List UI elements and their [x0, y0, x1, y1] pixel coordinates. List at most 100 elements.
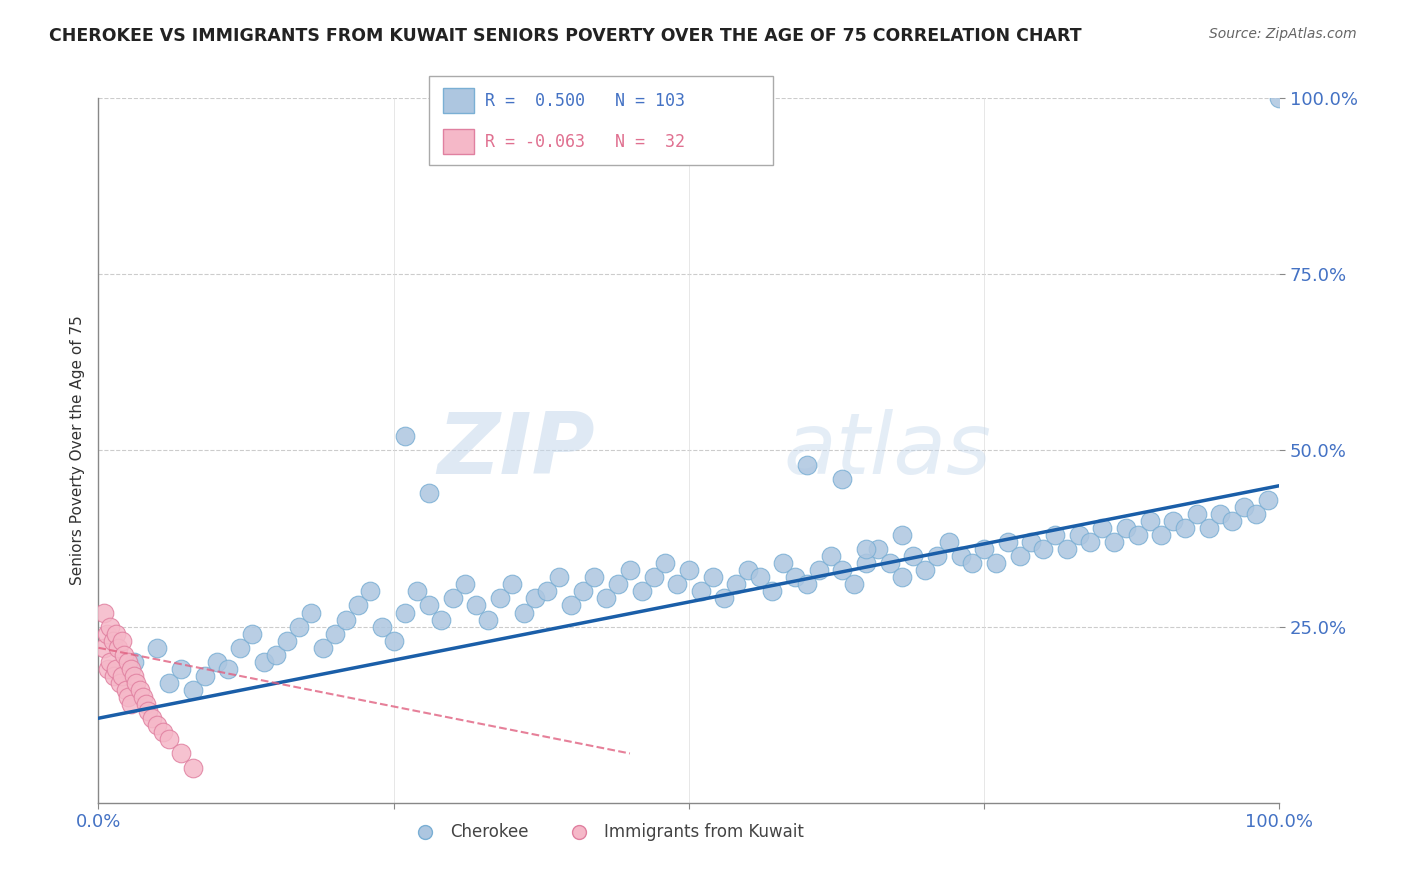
Point [1008, 549, 1031, 564]
Point [97, 662, 120, 676]
Y-axis label: Seniors Poverty Over the Age of 75: Seniors Poverty Over the Age of 75 [69, 316, 84, 585]
Point [122, 669, 145, 683]
Point [1091, 521, 1114, 535]
Point [98, 619, 121, 633]
Point [925, 549, 948, 564]
Point [117, 690, 139, 705]
Point [583, 570, 606, 584]
Point [107, 640, 129, 655]
Point [359, 584, 381, 599]
Point [1244, 507, 1267, 521]
Point [103, 669, 125, 683]
Point [121, 662, 143, 676]
Legend: Cherokee, Immigrants from Kuwait: Cherokee, Immigrants from Kuwait [402, 816, 810, 847]
Point [949, 549, 972, 564]
Text: CHEROKEE VS IMMIGRANTS FROM KUWAIT SENIORS POVERTY OVER THE AGE OF 75 CORRELATIO: CHEROKEE VS IMMIGRANTS FROM KUWAIT SENIO… [49, 27, 1081, 45]
Point [761, 584, 783, 599]
Point [1115, 521, 1137, 535]
Point [253, 655, 276, 669]
Point [181, 683, 204, 698]
Point [229, 640, 252, 655]
Point [135, 697, 157, 711]
Point [855, 542, 877, 557]
Point [1021, 535, 1043, 549]
Point [807, 563, 830, 577]
Point [121, 697, 143, 711]
Point [1032, 542, 1054, 557]
Point [152, 725, 174, 739]
Point [170, 747, 193, 761]
Point [98, 655, 121, 669]
Point [394, 606, 416, 620]
Point [335, 613, 357, 627]
Point [136, 704, 159, 718]
Point [1102, 535, 1125, 549]
Point [146, 640, 169, 655]
Point [418, 599, 440, 613]
Point [903, 549, 925, 564]
Point [748, 570, 770, 584]
Point [737, 563, 759, 577]
Point [465, 599, 488, 613]
Point [93, 606, 115, 620]
Point [501, 577, 523, 591]
Point [1056, 542, 1078, 557]
Point [111, 633, 134, 648]
Point [1139, 514, 1161, 528]
Point [512, 606, 534, 620]
Point [678, 563, 700, 577]
Point [560, 599, 582, 613]
Point [831, 563, 853, 577]
Point [489, 591, 512, 606]
Point [418, 485, 440, 500]
Point [997, 535, 1019, 549]
Point [630, 584, 652, 599]
Point [855, 556, 877, 570]
Point [217, 662, 239, 676]
Point [157, 732, 180, 747]
Point [725, 577, 748, 591]
Point [607, 577, 630, 591]
Point [1209, 507, 1232, 521]
Point [1185, 507, 1208, 521]
Point [132, 690, 155, 705]
Point [536, 584, 558, 599]
Point [146, 718, 169, 732]
Point [1220, 514, 1243, 528]
Point [1198, 521, 1220, 535]
Point [264, 648, 287, 662]
Point [117, 655, 139, 669]
Point [890, 528, 912, 542]
Point [866, 542, 889, 557]
Point [1174, 521, 1197, 535]
Point [962, 556, 984, 570]
Point [785, 570, 807, 584]
Point [101, 633, 124, 648]
Point [548, 570, 571, 584]
Point [114, 683, 136, 698]
Point [406, 584, 429, 599]
Point [276, 633, 298, 648]
Point [772, 556, 794, 570]
Point [831, 472, 853, 486]
Point [914, 563, 936, 577]
Point [122, 655, 145, 669]
Point [1150, 528, 1173, 542]
Point [689, 584, 711, 599]
Point [93, 640, 115, 655]
Point [666, 577, 689, 591]
Point [181, 760, 204, 774]
Point [394, 429, 416, 443]
Point [796, 458, 818, 472]
Point [713, 591, 735, 606]
Point [105, 626, 128, 640]
Point [938, 535, 960, 549]
Text: R =  0.500   N = 103: R = 0.500 N = 103 [485, 92, 685, 110]
Point [844, 577, 866, 591]
Point [112, 648, 135, 662]
Point [441, 591, 464, 606]
Text: Source: ZipAtlas.com: Source: ZipAtlas.com [1209, 27, 1357, 41]
Point [879, 556, 901, 570]
Point [1043, 528, 1066, 542]
Point [619, 563, 641, 577]
